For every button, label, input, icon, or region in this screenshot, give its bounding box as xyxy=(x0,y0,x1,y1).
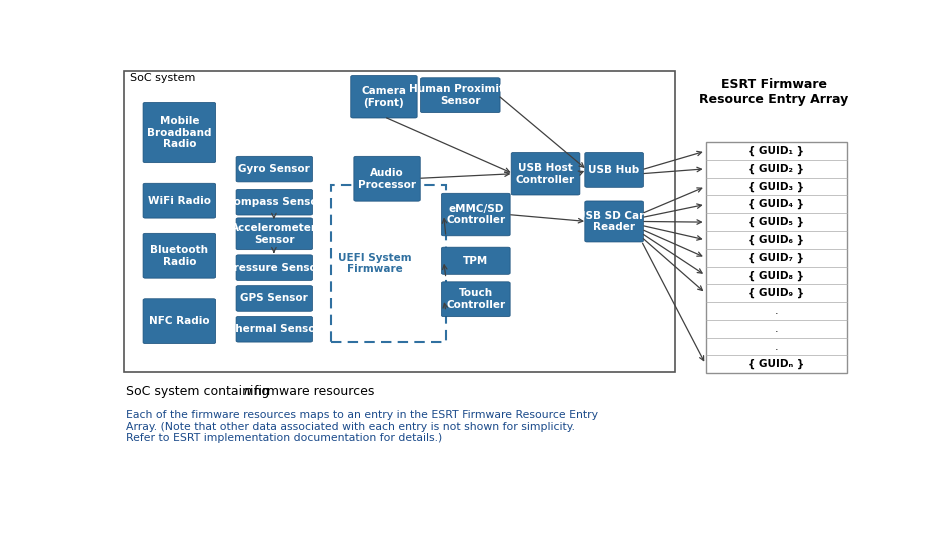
Text: { GUID₇ }: { GUID₇ } xyxy=(748,252,803,263)
FancyBboxPatch shape xyxy=(143,299,215,344)
FancyBboxPatch shape xyxy=(584,201,643,242)
FancyBboxPatch shape xyxy=(441,282,510,317)
Text: { GUID₅ }: { GUID₅ } xyxy=(748,217,803,228)
FancyBboxPatch shape xyxy=(236,286,312,311)
FancyBboxPatch shape xyxy=(420,78,499,112)
Text: { GUID₈ }: { GUID₈ } xyxy=(748,270,803,281)
FancyBboxPatch shape xyxy=(143,233,215,278)
FancyBboxPatch shape xyxy=(353,156,420,201)
FancyBboxPatch shape xyxy=(143,103,215,163)
Text: .: . xyxy=(773,324,777,334)
FancyBboxPatch shape xyxy=(236,218,312,250)
Bar xyxy=(705,142,846,373)
FancyBboxPatch shape xyxy=(511,153,580,195)
Text: GPS Sensor: GPS Sensor xyxy=(240,293,308,304)
Text: .: . xyxy=(773,306,777,316)
Text: USB SD Card
Reader: USB SD Card Reader xyxy=(576,211,650,232)
Text: eMMC/SD
Controller: eMMC/SD Controller xyxy=(446,204,505,225)
Text: { GUID₆ }: { GUID₆ } xyxy=(748,235,803,245)
Text: Mobile
Broadband
Radio: Mobile Broadband Radio xyxy=(147,116,211,149)
Text: { GUID₁ }: { GUID₁ } xyxy=(748,146,803,156)
Text: Thermal Sensor: Thermal Sensor xyxy=(228,324,320,334)
Text: Audio
Processor: Audio Processor xyxy=(358,168,415,190)
Text: Bluetooth
Radio: Bluetooth Radio xyxy=(150,245,208,267)
FancyBboxPatch shape xyxy=(584,153,643,187)
Text: TPM: TPM xyxy=(463,256,488,266)
Text: USB Host
Controller: USB Host Controller xyxy=(515,163,575,185)
Text: SoC system containing: SoC system containing xyxy=(126,384,273,397)
FancyBboxPatch shape xyxy=(236,156,312,182)
Text: USB Hub: USB Hub xyxy=(588,165,639,175)
Text: Human Proximity
Sensor: Human Proximity Sensor xyxy=(409,84,511,106)
Text: Pressure Sensor: Pressure Sensor xyxy=(227,263,322,273)
Bar xyxy=(331,185,446,342)
Text: Camera
(Front): Camera (Front) xyxy=(361,86,406,108)
Text: Gyro Sensor: Gyro Sensor xyxy=(238,164,310,174)
Text: SoC system: SoC system xyxy=(130,73,195,84)
FancyBboxPatch shape xyxy=(350,75,416,118)
Text: { GUID₃ }: { GUID₃ } xyxy=(748,181,803,192)
Text: Each of the firmware resources maps to an entry in the ESRT Firmware Resource En: Each of the firmware resources maps to a… xyxy=(126,410,598,443)
Text: { GUID₄ }: { GUID₄ } xyxy=(748,199,803,210)
Text: Touch
Controller: Touch Controller xyxy=(446,288,505,310)
FancyBboxPatch shape xyxy=(143,183,215,218)
FancyBboxPatch shape xyxy=(441,247,510,274)
FancyBboxPatch shape xyxy=(236,255,312,281)
Bar xyxy=(125,71,674,371)
Text: WiFi Radio: WiFi Radio xyxy=(147,195,211,206)
FancyBboxPatch shape xyxy=(236,317,312,342)
Text: { GUID₉ }: { GUID₉ } xyxy=(748,288,803,298)
Text: n: n xyxy=(244,384,251,397)
Text: ESRT Firmware
Resource Entry Array: ESRT Firmware Resource Entry Array xyxy=(699,78,848,106)
Text: UEFI System
Firmware: UEFI System Firmware xyxy=(338,252,412,274)
FancyBboxPatch shape xyxy=(236,190,312,215)
Text: Accelerometer
Sensor: Accelerometer Sensor xyxy=(231,223,317,244)
Text: .: . xyxy=(773,342,777,351)
Text: { GUIDₙ }: { GUIDₙ } xyxy=(748,359,803,369)
Text: NFC Radio: NFC Radio xyxy=(149,316,210,326)
Text: { GUID₂ }: { GUID₂ } xyxy=(748,163,803,174)
Text: firmware resources: firmware resources xyxy=(249,384,374,397)
FancyBboxPatch shape xyxy=(441,193,510,236)
Text: Compass Sensor: Compass Sensor xyxy=(226,197,322,207)
